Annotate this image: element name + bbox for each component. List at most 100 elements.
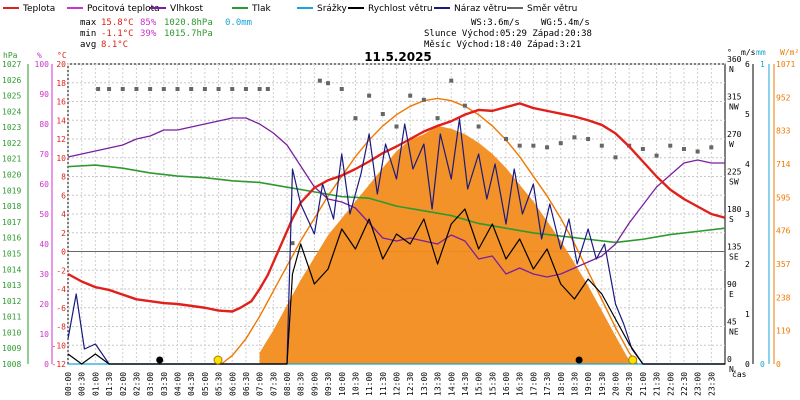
- pressure-tick-label: 1008: [2, 360, 21, 369]
- humidity-tick-label: 40: [39, 240, 49, 249]
- pressure-tick-label: 1010: [2, 328, 21, 337]
- legend-label: Náraz větru: [454, 4, 507, 14]
- sunset-marker: [628, 355, 638, 365]
- wind-direction-tick-label: 180: [727, 205, 742, 214]
- time-tick-label: 02:00: [119, 372, 128, 396]
- wind-direction-point: [668, 143, 673, 148]
- time-tick-label: 09:00: [310, 372, 319, 396]
- time-tick-label: 18:00: [557, 372, 566, 396]
- wind-direction-point: [654, 153, 659, 158]
- stat-wind-gust: WG:5.4m/s: [541, 18, 590, 28]
- pressure-tick-label: 1009: [2, 344, 21, 353]
- series-layer: [67, 78, 726, 365]
- stat-sun-times: Slunce Východ:05:29 Západ:20:38: [424, 29, 592, 39]
- wind-direction-point: [243, 87, 248, 91]
- moonset-marker: [156, 356, 164, 364]
- humidity-line: [67, 117, 725, 278]
- wind-speed-tick-label: 4: [745, 160, 750, 169]
- time-tick-label: 20:30: [625, 372, 634, 396]
- wind-direction-point: [339, 87, 344, 91]
- humidity-tick-label: 20: [39, 300, 49, 309]
- stats-block: max 15.8°C 85% 1020.8hPa 0.0mm min -1.1°…: [80, 18, 592, 50]
- wind-direction-tick-label: 45: [727, 318, 737, 327]
- time-tick-label: 07:30: [269, 372, 278, 396]
- humidity-tick-label: 80: [39, 120, 49, 129]
- wind-direction-point: [134, 87, 139, 91]
- wind-direction-point: [216, 87, 221, 91]
- time-tick-label: 13:30: [434, 372, 443, 396]
- temperature-tick-label: 0: [61, 248, 66, 257]
- time-tick-label: 13:00: [420, 372, 429, 396]
- temperature-tick-label: 20: [56, 60, 66, 69]
- time-tick-label: 05:30: [215, 372, 224, 396]
- wind-direction-compass-label: E: [729, 290, 734, 299]
- time-tick-label: 22:00: [666, 372, 675, 396]
- wind-direction-point: [640, 147, 645, 151]
- stat-max-temp: 15.8°C: [101, 18, 134, 28]
- pressure-tick-label: 1016: [2, 234, 21, 243]
- wind-direction-point: [709, 145, 714, 150]
- time-tick-label: 19:30: [598, 372, 607, 396]
- wind-direction-point: [107, 87, 112, 91]
- legend-label: Teplota: [22, 4, 55, 14]
- time-tick-label: 08:30: [297, 372, 306, 396]
- stat-max-label: max: [80, 18, 97, 28]
- time-tick-label: 11:00: [365, 372, 374, 396]
- pressure-tick-label: 1027: [2, 60, 21, 69]
- legend-label: Rychlost větru: [368, 4, 433, 14]
- moonrise-marker: [575, 356, 583, 364]
- temperature-tick-label: -10: [52, 341, 67, 350]
- pressure-tick-label: 1024: [2, 107, 21, 116]
- time-tick-label: 00:00: [64, 372, 73, 396]
- stat-moon-times: Měsíc Východ:18:40 Západ:3:21: [424, 40, 581, 50]
- stat-avg-temp: 8.1°C: [101, 40, 128, 50]
- wind-speed-tick-label: 5: [745, 110, 750, 119]
- time-tick-label: 04:00: [174, 372, 183, 396]
- legend-label: Srážky: [317, 4, 348, 14]
- humidity-tick-label: 100: [35, 60, 50, 69]
- pressure-tick-label: 1011: [2, 313, 21, 322]
- pressure-tick-label: 1014: [2, 265, 21, 274]
- wind-direction-tick-label: 315: [727, 93, 742, 102]
- time-tick-label: 16:00: [502, 372, 511, 396]
- temperature-line: [67, 102, 726, 313]
- sun-moon-markers: [156, 355, 638, 365]
- temperature-tick-label: 12: [56, 135, 66, 144]
- legend-label: Pocitová teplota: [87, 4, 160, 14]
- time-tick-label: 12:30: [406, 372, 415, 396]
- solar-axis-unit: W/m²: [780, 48, 799, 57]
- axes-layer: hPa1008100910101011101210131014101510161…: [2, 48, 799, 396]
- wind-direction-point: [161, 87, 166, 91]
- legend: Teplota Pocitová teplota Vlhkost Tlak Srážky…: [3, 4, 577, 14]
- wind-direction-point: [476, 124, 481, 129]
- temperature-tick-label: 2: [61, 229, 66, 238]
- time-tick-label: 00:30: [78, 372, 87, 396]
- wind-direction-point: [449, 78, 454, 83]
- time-tick-label: 02:30: [132, 372, 141, 396]
- pressure-tick-label: 1021: [2, 155, 21, 164]
- chart-title: 11.5.2025: [364, 50, 432, 64]
- wind-direction-point: [189, 87, 194, 91]
- wind-direction-point: [695, 149, 700, 154]
- sunrise-marker: [213, 355, 223, 365]
- pressure-tick-label: 1023: [2, 123, 21, 132]
- pressure-tick-label: 1020: [2, 171, 21, 180]
- time-tick-label: 17:00: [529, 372, 538, 396]
- time-tick-label: 07:00: [256, 372, 265, 396]
- wind-direction-point: [517, 143, 522, 148]
- temperature-tick-label: 18: [56, 79, 66, 88]
- stat-min-hum: 39%: [140, 29, 157, 39]
- wind-direction-compass-label: SW: [729, 178, 739, 187]
- solar-tick-label: 595: [776, 193, 791, 202]
- wind-direction-point: [421, 97, 426, 102]
- time-tick-label: 23:30: [707, 372, 716, 396]
- time-tick-label: 10:00: [338, 372, 347, 396]
- time-tick-label: 18:30: [570, 372, 579, 396]
- time-tick-label: 01:00: [91, 372, 100, 396]
- wind-direction-point: [613, 155, 618, 160]
- wind-speed-axis-unit: m/s: [741, 48, 756, 57]
- wind-direction-tick-label: 360: [727, 55, 742, 64]
- humidity-tick-label: 0: [44, 360, 49, 369]
- time-tick-label: 01:30: [105, 372, 114, 396]
